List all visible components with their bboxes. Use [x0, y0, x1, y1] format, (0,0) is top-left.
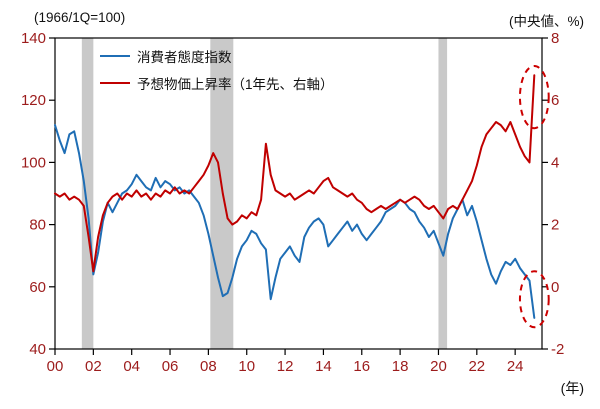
svg-text:16: 16: [353, 358, 370, 375]
svg-text:100: 100: [21, 154, 46, 171]
highlight-ellipse: [518, 270, 550, 329]
svg-text:6: 6: [551, 92, 559, 109]
blue-line-swatch: [100, 55, 130, 57]
legend-item-expected-inflation: 予想物価上昇率（1年先、右軸）: [100, 73, 334, 93]
svg-text:02: 02: [85, 358, 102, 375]
svg-text:2: 2: [551, 217, 559, 234]
x-axis-ticks: 00 02 04 06 08 10 12 14 16 18 20 22 24: [47, 349, 524, 375]
svg-text:120: 120: [21, 92, 46, 109]
svg-text:12: 12: [277, 358, 294, 375]
right-axis-unit-label: (中央値、%): [509, 14, 584, 29]
svg-text:00: 00: [47, 358, 64, 375]
x-axis-unit-label: (年): [560, 380, 584, 396]
svg-text:14: 14: [315, 358, 332, 375]
svg-text:-2: -2: [551, 341, 564, 358]
legend: 消費者態度指数 予想物価上昇率（1年先、右軸）: [100, 46, 334, 93]
red-line-swatch: [100, 82, 130, 84]
svg-text:80: 80: [29, 217, 46, 234]
svg-text:140: 140: [21, 30, 46, 47]
svg-text:18: 18: [392, 358, 409, 375]
svg-text:8: 8: [551, 30, 559, 47]
svg-text:24: 24: [507, 358, 524, 375]
svg-text:0: 0: [551, 279, 559, 296]
series-line-consumer-confidence: [54, 124, 536, 319]
left-axis-ticks: 140 120 100 80 60 40: [21, 30, 55, 358]
legend-label-expected-inflation: 予想物価上昇率（1年先、右軸）: [137, 77, 334, 92]
svg-text:60: 60: [29, 279, 46, 296]
svg-text:04: 04: [123, 358, 140, 375]
legend-item-consumer-confidence: 消費者態度指数: [100, 46, 334, 66]
svg-text:40: 40: [29, 341, 46, 358]
legend-label-consumer-confidence: 消費者態度指数: [137, 50, 232, 65]
highlight-ellipse: [518, 64, 550, 130]
right-axis-ticks: 8 6 4 2 0 -2: [542, 30, 564, 358]
svg-text:4: 4: [551, 154, 559, 171]
left-axis-unit-label: (1966/1Q=100): [34, 10, 126, 25]
svg-text:10: 10: [238, 358, 255, 375]
svg-text:20: 20: [430, 358, 447, 375]
svg-text:22: 22: [468, 358, 485, 375]
series-line-expected-inflation: [54, 74, 536, 273]
svg-text:08: 08: [200, 358, 217, 375]
svg-text:06: 06: [162, 358, 179, 375]
